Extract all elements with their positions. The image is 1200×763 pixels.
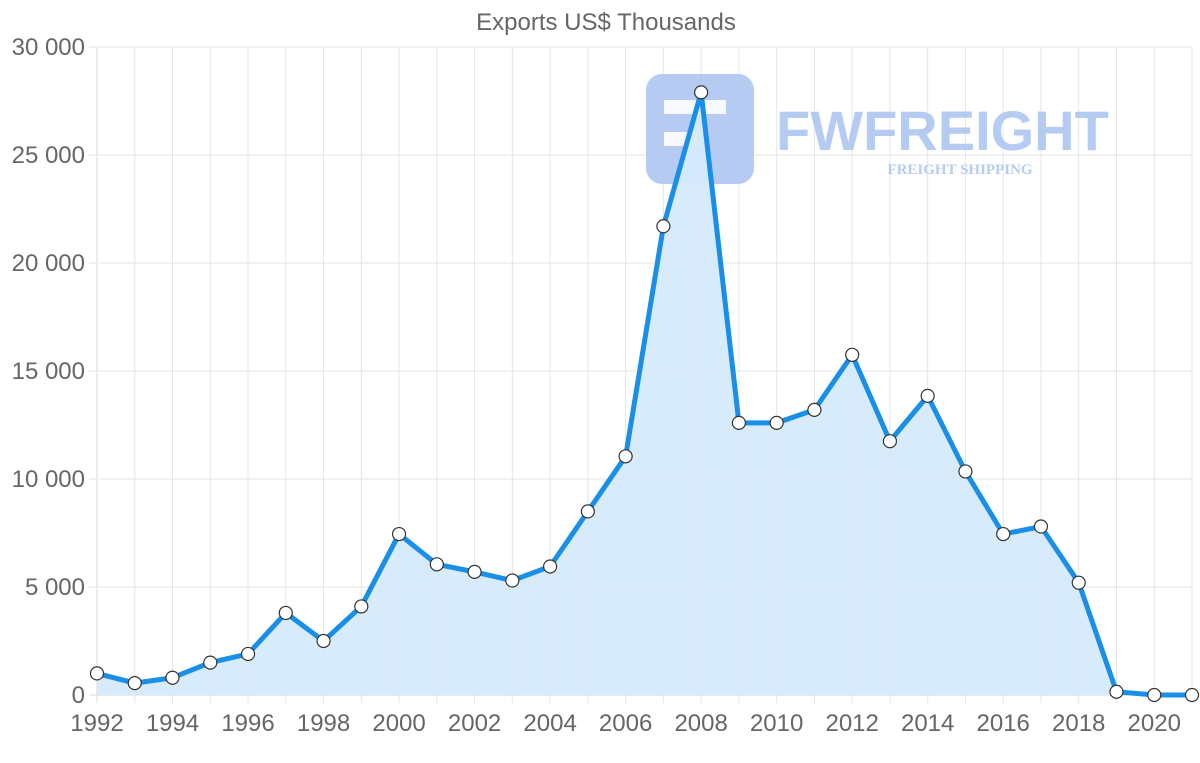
data-point xyxy=(278,605,293,621)
y-tick-label: 20 000 xyxy=(12,250,85,277)
series-area-fill xyxy=(97,92,1192,696)
data-point xyxy=(165,670,180,685)
watermark-logo: FWFREIGHT FREIGHT SHIPPING xyxy=(646,74,1109,184)
watermark-tagline: FREIGHT SHIPPING xyxy=(887,162,1032,178)
x-tick-label: 2008 xyxy=(674,710,727,737)
data-point xyxy=(391,526,407,542)
data-point xyxy=(127,676,142,691)
data-point xyxy=(996,526,1011,542)
x-tick-label: 1994 xyxy=(146,710,199,737)
data-point xyxy=(694,85,709,100)
x-axis-ticks: 1992 1994 1996 1998 2000 2002 2004 2006 2008 2010… xyxy=(70,710,1181,737)
data-point xyxy=(505,573,520,588)
data-point xyxy=(354,599,369,614)
x-tick-label: 2020 xyxy=(1128,710,1181,737)
data-point xyxy=(316,633,331,649)
data-point xyxy=(89,666,105,681)
x-tick-label: 1998 xyxy=(297,710,350,737)
x-tick-label: 2014 xyxy=(901,710,954,737)
x-tick-label: 2006 xyxy=(599,710,652,737)
x-tick-label: 2002 xyxy=(448,710,501,737)
data-point xyxy=(1109,684,1124,699)
data-point xyxy=(1033,519,1049,534)
x-tick-label: 1996 xyxy=(221,710,274,737)
data-point xyxy=(1071,575,1086,590)
data-point xyxy=(240,646,256,662)
y-tick-label: 25 000 xyxy=(12,142,85,169)
data-point xyxy=(203,655,218,670)
x-tick-label: 2004 xyxy=(523,710,576,737)
data-point xyxy=(920,388,935,403)
x-tick-label: 2018 xyxy=(1052,710,1105,737)
data-points xyxy=(89,85,1200,703)
y-tick-label: 30 000 xyxy=(12,34,85,61)
data-point xyxy=(429,557,444,572)
data-point xyxy=(1147,687,1162,703)
y-tick-label: 15 000 xyxy=(12,358,85,385)
y-axis-ticks: 0 5 000 10 000 15 000 20 000 25 000 30 000 xyxy=(12,34,85,709)
data-point xyxy=(580,504,595,519)
data-point xyxy=(882,434,898,449)
y-tick-label: 0 xyxy=(72,682,85,709)
data-point xyxy=(958,464,973,479)
y-tick-label: 5 000 xyxy=(25,574,85,601)
chart-title: Exports US$ Thousands xyxy=(476,9,736,36)
x-tick-label: 2010 xyxy=(750,710,803,737)
data-point xyxy=(769,415,784,430)
x-tick-label: 2012 xyxy=(825,710,878,737)
data-point xyxy=(1184,687,1200,703)
data-point xyxy=(807,402,822,417)
data-point xyxy=(656,219,671,234)
x-tick-label: 2016 xyxy=(977,710,1030,737)
watermark-name: FWFREIGHT xyxy=(776,99,1109,162)
data-point xyxy=(467,564,482,579)
x-tick-label: 1992 xyxy=(70,710,123,737)
data-point xyxy=(618,449,633,464)
data-point xyxy=(845,347,860,362)
data-point xyxy=(543,559,558,574)
x-tick-label: 2000 xyxy=(372,710,425,737)
y-tick-label: 10 000 xyxy=(12,466,85,493)
data-point xyxy=(731,415,746,430)
